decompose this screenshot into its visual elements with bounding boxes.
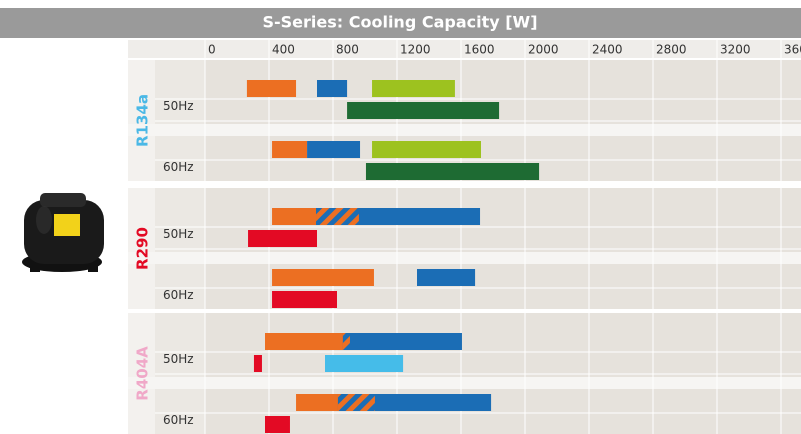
- range-bar: [307, 141, 360, 158]
- range-bar: [254, 355, 262, 372]
- group-label: R134a: [134, 94, 152, 147]
- range-bar: [265, 416, 290, 433]
- row-label: 60Hz: [163, 413, 194, 427]
- overlap-hatch: [343, 333, 350, 350]
- range-bar: [347, 102, 499, 119]
- row-gap: [128, 124, 801, 136]
- x-tick-label: 3600: [784, 43, 801, 57]
- range-bar: [366, 163, 539, 180]
- row-label: 60Hz: [163, 160, 194, 174]
- group-label: R404A: [134, 346, 152, 401]
- range-bar: [265, 333, 350, 350]
- x-tick-label: 2800: [656, 43, 687, 57]
- range-bar: [272, 141, 307, 158]
- x-tick-label: 1600: [464, 43, 495, 57]
- row-label: 50Hz: [163, 99, 194, 113]
- overlap-hatch: [316, 208, 359, 225]
- overlap-hatch: [338, 394, 375, 411]
- x-tick-label: 2400: [592, 43, 623, 57]
- range-bar: [272, 291, 337, 308]
- row-label: 60Hz: [163, 288, 194, 302]
- row-gap: [128, 252, 801, 264]
- chart: S-Series: Cooling Capacity [W] 0 400 800 12…: [0, 0, 801, 434]
- row-label: 50Hz: [163, 227, 194, 241]
- x-tick-label: 3200: [720, 43, 751, 57]
- range-bar: [343, 333, 462, 350]
- x-tick-label: 400: [272, 43, 295, 57]
- range-bar: [248, 230, 317, 247]
- range-bar: [325, 355, 403, 372]
- x-tick-label: 800: [336, 43, 359, 57]
- range-bar: [417, 269, 475, 286]
- x-tick-label: 1200: [400, 43, 431, 57]
- x-tick-label: 0: [208, 43, 216, 57]
- range-bar: [372, 141, 481, 158]
- range-bar: [317, 80, 347, 97]
- range-bar: [247, 80, 296, 97]
- group-label: R290: [134, 227, 152, 270]
- row-gap: [128, 377, 801, 389]
- compressor-icon: [22, 193, 104, 272]
- chart-title: S-Series: Cooling Capacity [W]: [262, 13, 537, 32]
- range-bar: [272, 269, 374, 286]
- row-label: 50Hz: [163, 352, 194, 366]
- range-bar: [372, 80, 455, 97]
- x-tick-label: 2000: [528, 43, 559, 57]
